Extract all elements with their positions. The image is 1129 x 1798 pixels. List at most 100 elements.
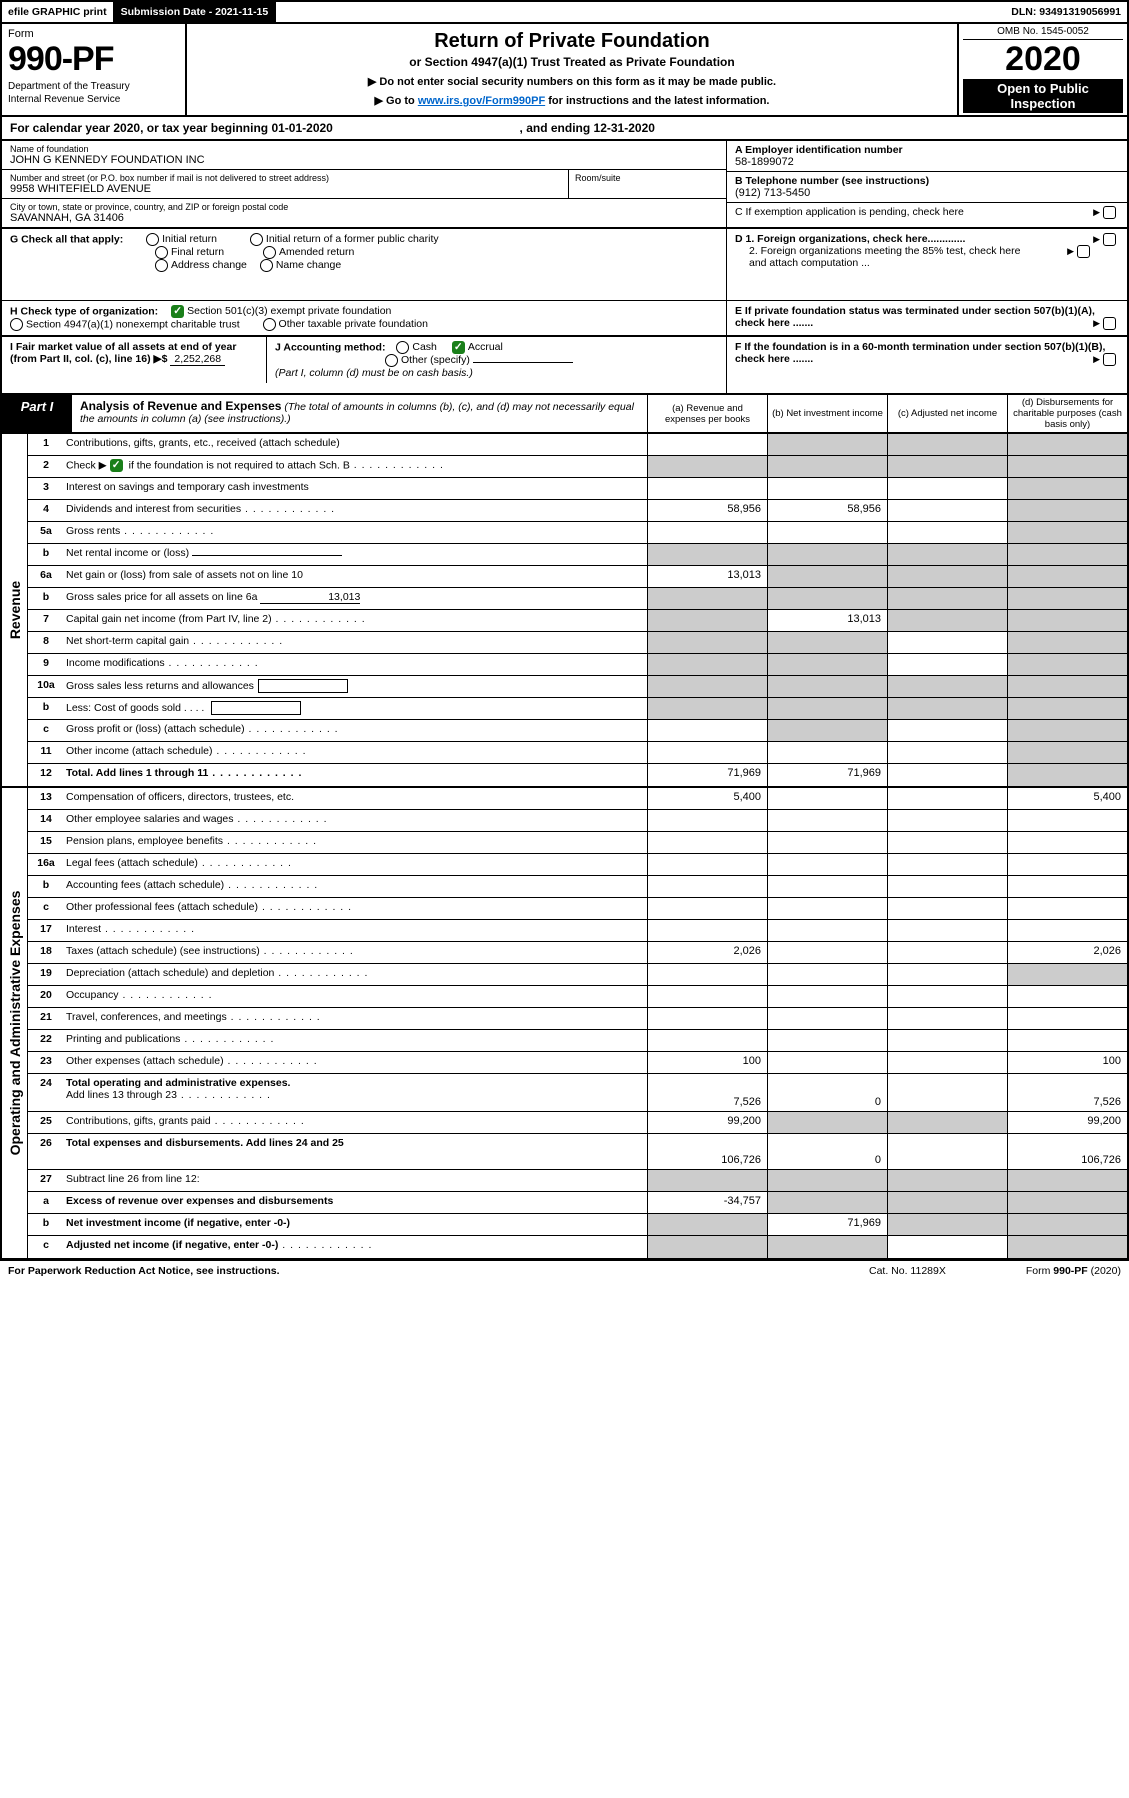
line-5a: 5a Gross rents	[28, 522, 1127, 544]
d-row: D 1. Foreign organizations, check here..…	[727, 229, 1127, 301]
ln-13-a: 5,400	[647, 788, 767, 809]
ln-9-desc: Income modifications	[64, 654, 647, 675]
exemption-cell: C If exemption application is pending, c…	[727, 203, 1127, 221]
line-14: 14 Other employee salaries and wages	[28, 810, 1127, 832]
ln-11-num: 11	[28, 742, 64, 763]
footer-left: For Paperwork Reduction Act Notice, see …	[8, 1265, 280, 1277]
check-section-1: G Check all that apply: Initial return I…	[0, 229, 1129, 337]
line-12: 12 Total. Add lines 1 through 11 71,969 …	[28, 764, 1127, 786]
g-opt-4: Amended return	[279, 246, 354, 258]
ln-27a-num: a	[28, 1192, 64, 1213]
form-subtitle: or Section 4947(a)(1) Trust Treated as P…	[195, 55, 949, 69]
ln-6a-desc: Net gain or (loss) from sale of assets n…	[64, 566, 647, 587]
g-amended-checkbox[interactable]	[263, 246, 276, 259]
ln-2-post: if the foundation is not required to att…	[129, 459, 350, 471]
h-501c3-checkbox[interactable]: ✓	[171, 305, 184, 318]
ln-18-a: 2,026	[647, 942, 767, 963]
g-initial-former-checkbox[interactable]	[250, 233, 263, 246]
h-4947-checkbox[interactable]	[10, 318, 23, 331]
line-22: 22 Printing and publications	[28, 1030, 1127, 1052]
ln-20-num: 20	[28, 986, 64, 1007]
d2-label: 2. Foreign organizations meeting the 85%…	[749, 245, 1029, 269]
ln-25-num: 25	[28, 1112, 64, 1133]
d1-checkbox[interactable]	[1103, 233, 1116, 246]
ln-18-d: 2,026	[1007, 942, 1127, 963]
ln-12-b: 71,969	[767, 764, 887, 786]
line-3: 3 Interest on savings and temporary cash…	[28, 478, 1127, 500]
foundation-city: SAVANNAH, GA 31406	[10, 212, 718, 224]
c-checkbox[interactable]	[1103, 206, 1116, 219]
ln-16a-desc: Legal fees (attach schedule)	[64, 854, 647, 875]
g-opt-1: Final return	[171, 246, 224, 258]
ln-18-desc: Taxes (attach schedule) (see instruction…	[64, 942, 647, 963]
line-27b: b Net investment income (if negative, en…	[28, 1214, 1127, 1236]
j-cash-checkbox[interactable]	[396, 341, 409, 354]
j-accrual-checkbox[interactable]: ✓	[452, 341, 465, 354]
e-checkbox[interactable]	[1103, 317, 1116, 330]
g-address-change-checkbox[interactable]	[155, 259, 168, 272]
ln-7-b: 13,013	[767, 610, 887, 631]
h-opt-1: Section 501(c)(3) exempt private foundat…	[187, 305, 391, 317]
part1-title-text: Analysis of Revenue and Expenses	[80, 399, 281, 413]
ln-24-desc: Total operating and administrative expen…	[64, 1074, 647, 1111]
info-left: Name of foundation JOHN G KENNEDY FOUNDA…	[2, 141, 727, 227]
line-15: 15 Pension plans, employee benefits	[28, 832, 1127, 854]
header-center: Return of Private Foundation or Section …	[187, 24, 957, 115]
ln-7-desc: Capital gain net income (from Part IV, l…	[64, 610, 647, 631]
g-final-return-checkbox[interactable]	[155, 246, 168, 259]
ln-24-d: 7,526	[1007, 1074, 1127, 1111]
line-27: 27 Subtract line 26 from line 12:	[28, 1170, 1127, 1192]
line-6b: b Gross sales price for all assets on li…	[28, 588, 1127, 610]
form-header: Form 990-PF Department of the Treasury I…	[0, 24, 1129, 117]
line-16a: 16a Legal fees (attach schedule)	[28, 854, 1127, 876]
ln-23-a: 100	[647, 1052, 767, 1073]
ln-19-num: 19	[28, 964, 64, 985]
ln-14-desc: Other employee salaries and wages	[64, 810, 647, 831]
f-checkbox[interactable]	[1103, 353, 1116, 366]
j-other-checkbox[interactable]	[385, 354, 398, 367]
h-other-checkbox[interactable]	[263, 318, 276, 331]
ln-25-a: 99,200	[647, 1112, 767, 1133]
foundation-address: 9958 WHITEFIELD AVENUE	[10, 183, 562, 195]
ein-value: 58-1899072	[735, 156, 1119, 168]
ln-9-num: 9	[28, 654, 64, 675]
ln-3-desc: Interest on savings and temporary cash i…	[64, 478, 647, 499]
line-13: 13 Compensation of officers, directors, …	[28, 788, 1127, 810]
goto-pre: ▶ Go to	[375, 95, 418, 107]
line-2: 2 Check ▶ ✓ if the foundation is not req…	[28, 456, 1127, 478]
cal-pre: For calendar year 2020, or tax year begi…	[10, 121, 271, 135]
ln-26-b: 0	[767, 1134, 887, 1169]
footer-mid: Cat. No. 11289X	[869, 1265, 946, 1277]
ln-5b-num: b	[28, 544, 64, 565]
h-opt-2: Section 4947(a)(1) nonexempt charitable …	[26, 318, 240, 330]
ln-10c-num: c	[28, 720, 64, 741]
ln-3-num: 3	[28, 478, 64, 499]
ln-16b-desc: Accounting fees (attach schedule)	[64, 876, 647, 897]
ln-13-num: 13	[28, 788, 64, 809]
phone-value: (912) 713-5450	[735, 187, 1119, 199]
city-label: City or town, state or province, country…	[10, 202, 718, 212]
ln-26-d: 106,726	[1007, 1134, 1127, 1169]
form-word: Form	[8, 28, 179, 40]
line-11: 11 Other income (attach schedule)	[28, 742, 1127, 764]
ln-1-num: 1	[28, 434, 64, 455]
line-4: 4 Dividends and interest from securities…	[28, 500, 1127, 522]
schb-checkbox[interactable]: ✓	[110, 459, 123, 472]
g-row: G Check all that apply: Initial return I…	[2, 229, 726, 301]
line-9: 9 Income modifications	[28, 654, 1127, 676]
goto-note: ▶ Go to www.irs.gov/Form990PF for instru…	[195, 94, 949, 107]
ln-17-desc: Interest	[64, 920, 647, 941]
ln-25-desc: Contributions, gifts, grants paid	[64, 1112, 647, 1133]
line-19: 19 Depreciation (attach schedule) and de…	[28, 964, 1127, 986]
line-25: 25 Contributions, gifts, grants paid 99,…	[28, 1112, 1127, 1134]
ln-10c-desc: Gross profit or (loss) (attach schedule)	[64, 720, 647, 741]
g-opt-5: Name change	[276, 259, 341, 271]
g-initial-return-checkbox[interactable]	[146, 233, 159, 246]
d2-checkbox[interactable]	[1077, 245, 1090, 258]
i-cell: I Fair market value of all assets at end…	[2, 337, 267, 383]
g-name-change-checkbox[interactable]	[260, 259, 273, 272]
ein-label: A Employer identification number	[735, 144, 903, 156]
ln-24-a: 7,526	[647, 1074, 767, 1111]
form990pf-link[interactable]: www.irs.gov/Form990PF	[418, 95, 545, 107]
j-note: (Part I, column (d) must be on cash basi…	[275, 367, 473, 379]
